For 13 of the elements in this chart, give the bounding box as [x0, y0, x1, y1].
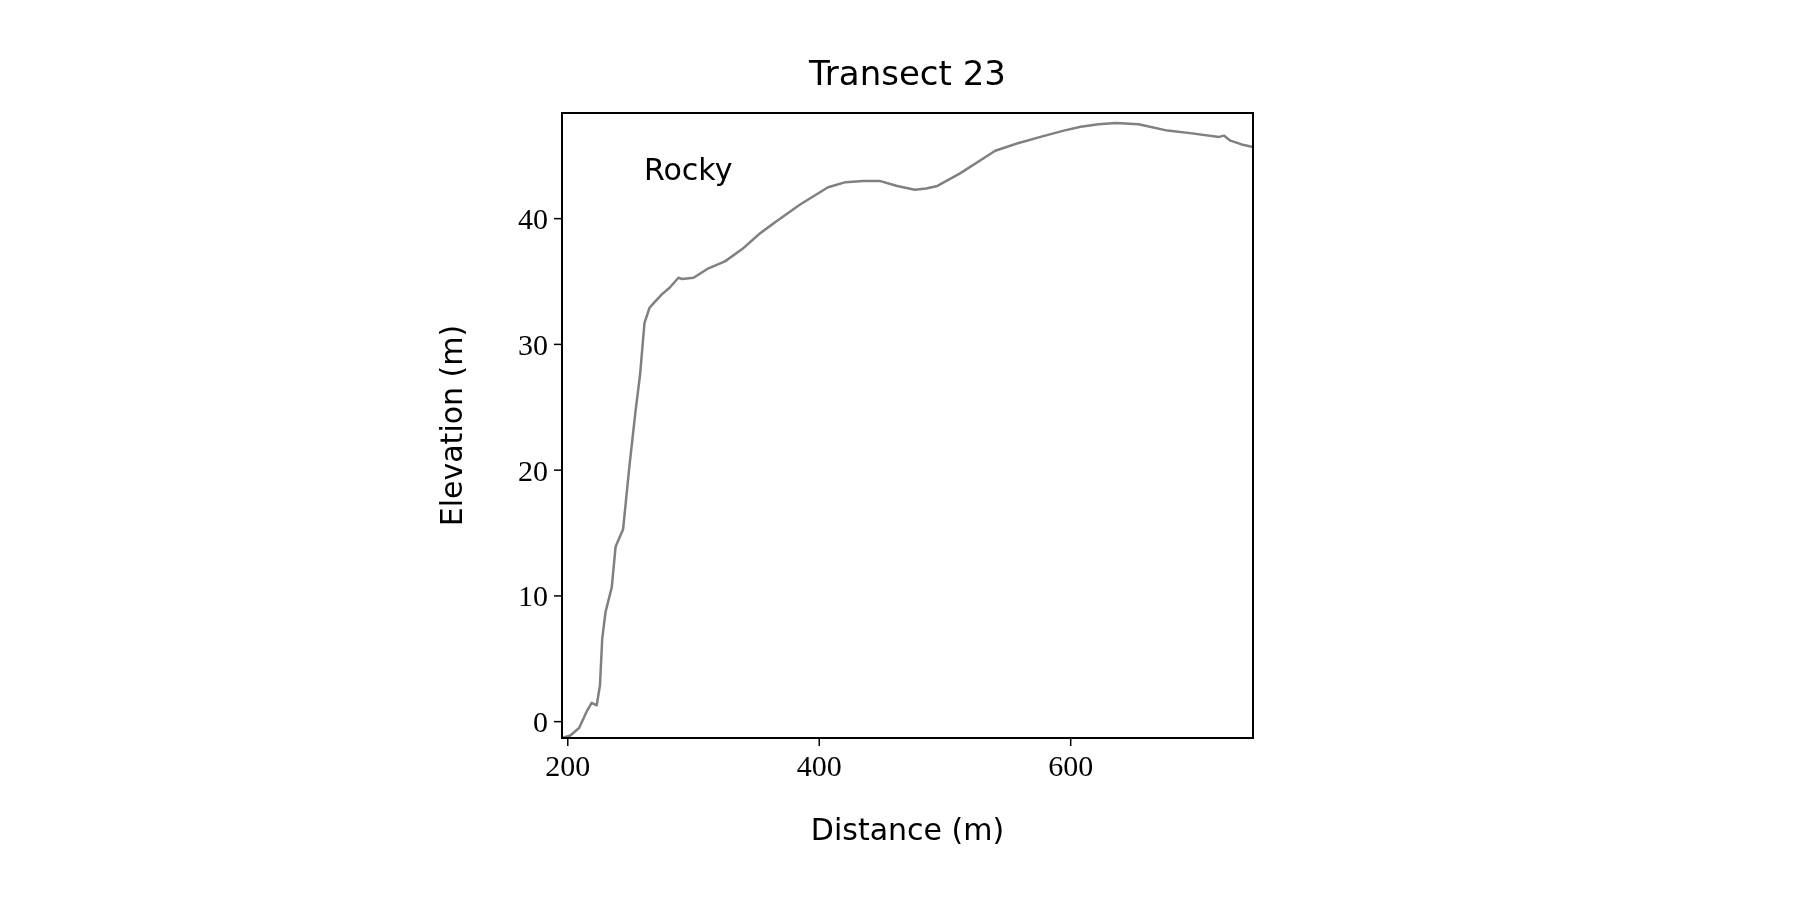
- chart-title: Transect 23: [808, 53, 1006, 93]
- y-tick-label: 30: [518, 327, 548, 361]
- x-tick-label: 600: [1048, 749, 1094, 782]
- y-tick-label: 40: [518, 202, 548, 236]
- x-tick-label: 400: [796, 749, 842, 782]
- x-axis-title: Distance (m): [810, 812, 1005, 847]
- y-tick-label: 10: [518, 579, 548, 613]
- x-tick-label: 200: [545, 749, 591, 782]
- y-axis-title: Elevation (m): [434, 324, 469, 527]
- y-tick-label: 20: [518, 453, 548, 487]
- y-tick-label: 0: [533, 705, 548, 739]
- annotation: Rocky: [644, 152, 733, 187]
- line-series: [562, 121, 1253, 738]
